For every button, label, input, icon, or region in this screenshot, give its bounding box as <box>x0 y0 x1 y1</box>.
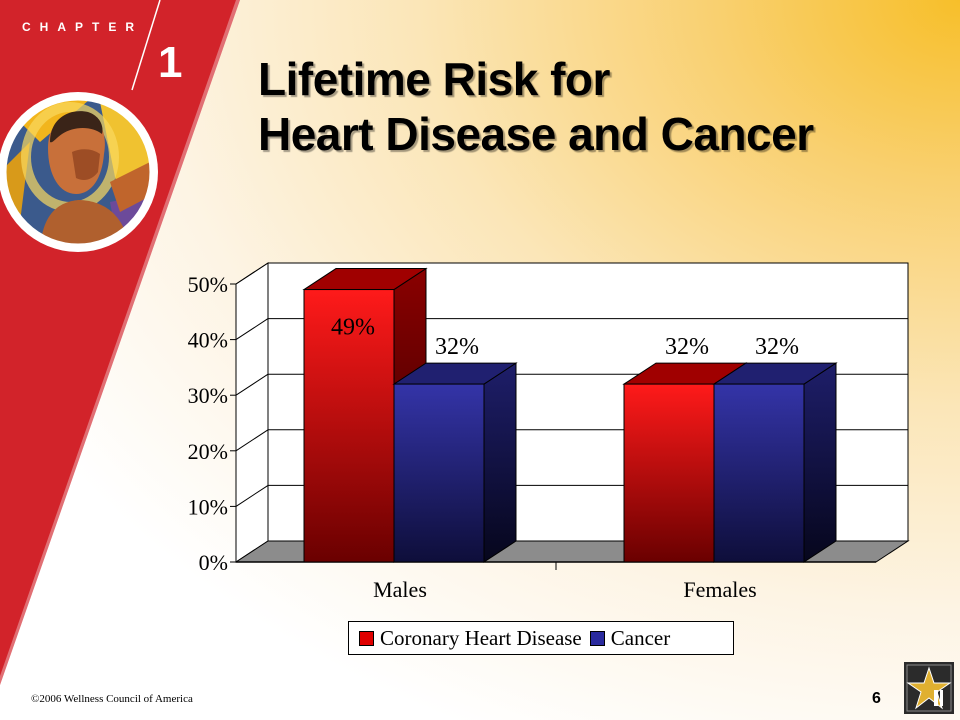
y-tick-label: 30% <box>188 383 228 408</box>
data-label: 32% <box>435 334 479 360</box>
slide-title: Lifetime Risk for Heart Disease and Canc… <box>258 52 814 162</box>
gridline-side <box>235 429 269 452</box>
chapter-medallion-illustration <box>0 92 158 252</box>
y-tick-label: 10% <box>188 494 228 519</box>
gridline-side <box>235 262 269 285</box>
x-category-label: Females <box>683 577 756 602</box>
legend-label-coronary: Coronary Heart Disease <box>380 625 582 650</box>
legend-label-cancer: Cancer <box>610 625 671 650</box>
chart-legend: Coronary Heart Disease Cancer <box>348 621 734 655</box>
y-tick-label: 50% <box>188 272 228 297</box>
bar-front-face <box>303 289 395 563</box>
bar-front-face <box>713 383 805 563</box>
chapter-number: 1 <box>158 38 183 87</box>
gridline-side <box>235 318 269 341</box>
legend-item-coronary: Coronary Heart Disease <box>359 626 582 651</box>
data-label: 32% <box>665 334 709 360</box>
slide-title-line-1: Lifetime Risk for <box>258 53 610 105</box>
bar-side-face <box>803 362 837 563</box>
bar-females-cancer <box>712 362 838 563</box>
bar-front-face <box>623 383 715 563</box>
y-tick-label: 40% <box>188 328 228 353</box>
legend-swatch-blue <box>589 630 605 646</box>
data-label: 32% <box>755 334 799 360</box>
gridline-side <box>235 484 269 507</box>
legend-item-cancer: Cancer <box>589 625 671 651</box>
y-tick-label: 0% <box>199 550 228 575</box>
bar-side-face <box>483 362 517 563</box>
x-category-label: Males <box>373 577 427 602</box>
bar-males-cancer <box>392 362 518 563</box>
star-logo-icon <box>904 662 954 714</box>
y-tick-label: 20% <box>188 439 228 464</box>
copyright-notice: ©2006 Wellness Council of America <box>31 693 193 705</box>
gridline-side <box>235 373 269 396</box>
data-label: 49% <box>331 315 375 341</box>
page-number: 6 <box>872 690 881 707</box>
bar-front-face <box>393 383 485 563</box>
chart-side-wall <box>235 262 269 563</box>
legend-swatch-red <box>359 630 374 646</box>
slide-title-line-2: Heart Disease and Cancer <box>258 108 814 161</box>
chapter-label: CHAPTER <box>22 20 144 34</box>
